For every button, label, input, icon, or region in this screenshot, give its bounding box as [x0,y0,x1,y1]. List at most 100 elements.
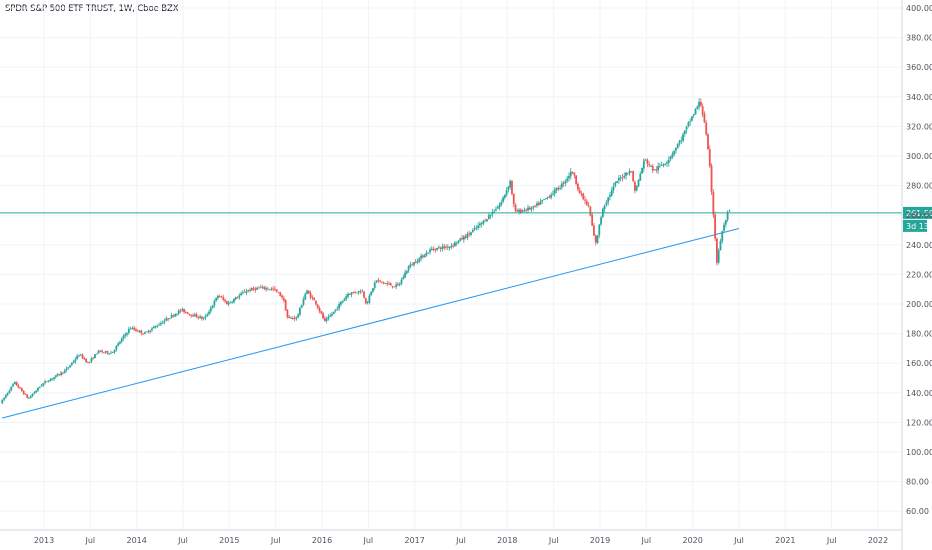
candle-body [632,171,635,182]
candle-body [651,166,654,171]
candle-body [391,285,394,287]
candle-body [288,316,291,319]
candle-body [347,293,349,297]
candle-body [102,352,105,353]
candle-body [664,163,667,165]
candle-body [8,390,11,393]
candle-body [710,165,713,192]
candle-body [238,295,241,298]
candle-body [439,247,442,250]
candle-body [405,270,408,274]
candle-body [503,194,506,198]
candle-body [541,200,544,202]
candle-body [728,210,731,212]
candle-body [379,280,381,282]
y-tick-label: 240.00 [906,241,932,250]
candle-body [268,289,271,291]
candle-body [259,287,262,289]
candle-body [657,166,659,171]
candle-body [548,196,551,198]
price-axis: 400.00 380.00 360.00 340.00 320.00 300.00 280.… [901,0,932,550]
candle-body [459,238,462,241]
candle-body [320,311,323,314]
candle-body [111,351,114,353]
candle-body [676,144,679,149]
candle-body [388,283,390,285]
candle-body [489,214,492,216]
y-tick-label: 360.00 [906,63,932,72]
candle-body [423,255,426,258]
candle-body [231,301,234,303]
candle-body [76,356,79,360]
candle-body [464,236,467,238]
candle-body [165,318,168,321]
candle-body [222,297,225,300]
candle-body [356,292,358,294]
x-tick-label: Jul [85,536,96,545]
candle-body [466,233,469,238]
x-tick-label: Jul [548,536,559,545]
candle-body [302,299,305,305]
x-tick-label: Jul [733,536,744,545]
candle-body [607,197,610,203]
candle-body [414,261,417,263]
candle-body [172,315,175,317]
candle-body [60,372,63,376]
candle-body [705,122,708,135]
candle-body [712,191,715,215]
candle-body [562,183,565,184]
candle-body [373,282,376,288]
candle-body [78,355,80,357]
candle-body [209,307,212,312]
candle-body [307,291,310,294]
candle-body [487,215,490,220]
candle-body [637,179,640,187]
candle-body [115,345,118,350]
x-tick-label: 2018 [497,536,517,545]
candle-body [218,296,221,297]
candle-body [334,309,337,312]
candle-body [54,375,57,378]
candle-body [717,250,720,263]
candle-body [689,121,692,123]
candle-body [101,350,103,352]
candle-body [233,299,235,303]
x-tick-label: Jul [363,536,374,545]
candle-body [4,395,7,398]
candle-body [600,217,602,225]
candle-body [584,199,586,201]
candle-body [438,247,440,249]
candle-body [315,300,317,305]
candle-body [236,297,239,299]
x-tick-label: 2015 [219,536,239,545]
y-tick-label: 220.00 [906,270,932,279]
candle-body [416,261,419,263]
candle-body [200,316,203,319]
candle-body [454,242,456,247]
candle-body [151,328,153,331]
candle-body [550,194,553,198]
candle-body [279,292,282,297]
candle-body [591,214,594,226]
candle-body [70,362,73,366]
candle-body [445,246,447,248]
candle-body [309,293,312,298]
candle-body [413,262,415,266]
candle-body [682,134,684,141]
candle-body [13,382,16,384]
y-tick-label: 140.00 [906,389,932,398]
candle-body [436,247,439,250]
candle-body [610,189,613,196]
candle-body [377,279,380,281]
candle-body [79,354,82,356]
candle-body [74,359,77,362]
candle-body [598,224,601,235]
candle-body [40,385,43,387]
y-tick-label: 120.00 [906,418,932,427]
candle-body [359,291,362,293]
candle-body [299,307,301,315]
candle-body [675,147,677,151]
candle-body [97,350,100,354]
